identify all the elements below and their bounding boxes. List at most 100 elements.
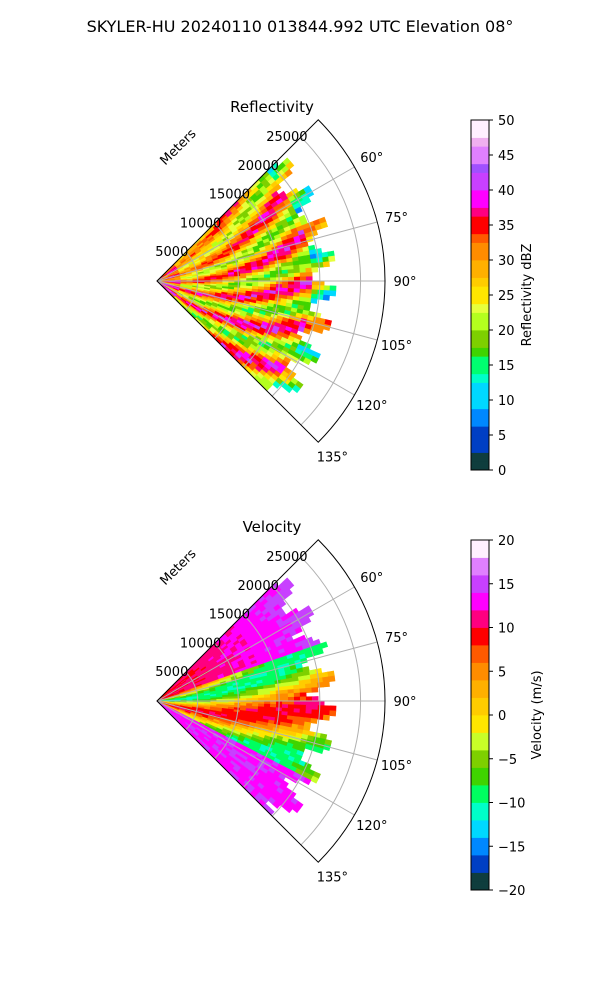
colorbar-segment [471,207,489,217]
colorbar-segment [471,120,489,130]
colorbar-tick-label: 20 [498,324,515,339]
data-cell [281,689,289,695]
colorbar-segment [471,548,489,558]
colorbar-tick-label: 10 [498,622,515,637]
velocity-panel: Velocity 5000 10000 15000 20000 25000 60° 75°… [155,518,545,899]
data-cell [323,285,331,292]
data-cell [311,267,319,273]
colorbar-segment [471,653,489,663]
range-tick-label: 25000 [266,130,307,145]
data-cell [305,700,313,706]
range-tick-label: 20000 [238,579,279,594]
data-cell [317,280,325,286]
velocity-azimuth-ticks: 60° 75° 90° 105° 120° 135° [317,571,417,885]
data-cell [310,298,318,304]
data-cell [299,696,307,702]
data-cell [299,272,307,278]
colorbar-tick-label: 10 [498,394,515,409]
colorbar-segment [471,172,489,182]
data-cell [316,261,324,268]
colorbar-segment [471,706,489,716]
data-cell [305,683,313,689]
azimuth-spoke [156,280,355,396]
colorbar-segment [471,435,489,445]
data-cell [288,696,295,702]
data-cell [315,746,324,754]
colorbar-tick-label: 35 [498,219,515,234]
velocity-polar-grid [156,539,386,863]
colorbar-tick-label: −10 [498,797,525,812]
data-cell [288,700,295,706]
colorbar-segment [471,452,489,462]
data-cell [311,285,319,291]
colorbar-segment [471,181,489,191]
range-tick-label: 5000 [155,245,188,260]
data-cell [284,588,293,598]
colorbar-tick-label: −15 [498,840,525,855]
data-cell [311,696,319,702]
data-cell [270,700,277,705]
reflectivity-panel: Reflectivity 5000 10000 15000 20000 25000 60… [155,98,535,479]
colorbar-segment [471,592,489,602]
azimuth-spoke [156,280,378,341]
colorbar-segment [471,697,489,707]
data-cell [270,280,277,285]
colorbar-segment [471,820,489,830]
data-cell [329,710,337,717]
colorbar-segment [471,295,489,305]
azimuth-tick-label: 90° [393,275,416,290]
reflectivity-title: Reflectivity [230,98,314,116]
data-cell [315,326,324,334]
colorbar-segment [471,575,489,585]
colorbar-segment [471,426,489,436]
data-cell [270,277,277,282]
colorbar-segment [471,828,489,838]
data-cell [282,280,289,285]
data-cell [320,221,329,229]
data-cell [264,274,271,279]
data-cell [315,648,324,656]
azimuth-tick-label: 135° [317,450,348,465]
figure-title: SKYLER-HU 20240110 013844.992 UTC Elevat… [87,17,514,36]
data-cell [291,804,301,814]
range-tick-label: 5000 [155,665,188,680]
colorbar-segment [471,741,489,751]
colorbar-tick-label: 25 [498,289,515,304]
azimuth-tick-label: 120° [356,819,387,834]
data-cell [302,196,312,205]
range-tick-label: 10000 [180,636,221,651]
data-cell [293,284,301,290]
data-cell [272,380,281,389]
colorbar-segment [471,645,489,655]
data-cell [270,697,277,702]
data-cell [264,694,271,699]
azimuth-tick-label: 105° [381,759,412,774]
data-cell [284,168,293,178]
reflectivity-field [156,157,337,394]
colorbar-segment [471,627,489,637]
azimuth-tick-label: 60° [360,571,383,586]
colorbar-segment [471,636,489,646]
data-cell [322,714,330,721]
colorbar-segment [471,732,489,742]
data-cell [291,384,301,394]
data-cell [299,268,307,274]
colorbar-segment [471,461,489,471]
colorbar-segment [471,408,489,418]
colorbar-tick-label: 50 [498,114,515,129]
data-cell [305,271,313,278]
colorbar-segment [471,793,489,803]
colorbar-segment [471,190,489,200]
data-cell [284,384,293,394]
data-cell [305,704,313,711]
colorbar-tick-label: 5 [498,665,506,680]
colorbar-tick-label: 15 [498,578,515,593]
data-cell [282,277,289,282]
colorbar-segment [471,303,489,313]
data-cell [287,269,295,274]
colorbar-segment [471,688,489,698]
sector-frame [156,539,386,863]
colorbar-segment [471,776,489,786]
colorbar-segment [471,881,489,891]
